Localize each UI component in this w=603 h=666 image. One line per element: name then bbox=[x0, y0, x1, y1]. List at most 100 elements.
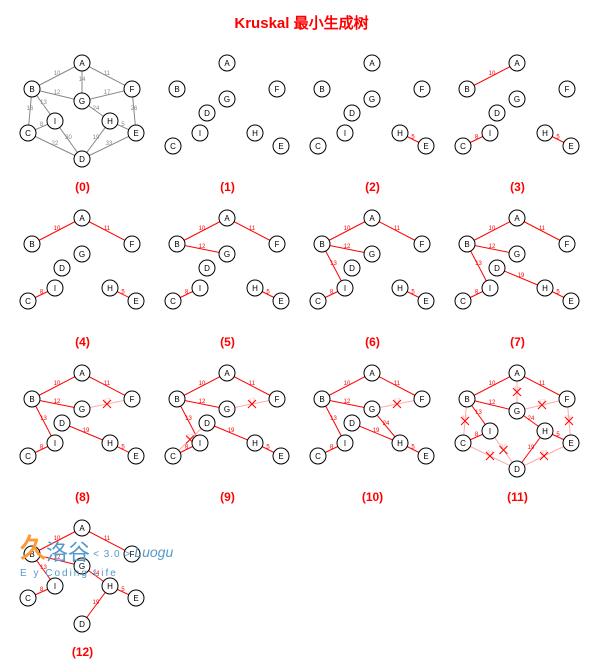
svg-text:10: 10 bbox=[489, 71, 496, 77]
svg-text:10: 10 bbox=[489, 226, 496, 232]
svg-text:I: I bbox=[344, 284, 346, 293]
panel-11: 5810111213192417143033262216ABFGIHCED(11… bbox=[445, 351, 590, 506]
svg-text:F: F bbox=[565, 85, 570, 94]
step-label: (4) bbox=[10, 335, 155, 349]
svg-text:B: B bbox=[464, 395, 469, 404]
svg-text:8: 8 bbox=[40, 122, 44, 128]
svg-text:E: E bbox=[423, 297, 428, 306]
svg-text:A: A bbox=[224, 214, 230, 223]
svg-text:D: D bbox=[59, 264, 65, 273]
svg-text:B: B bbox=[29, 85, 34, 94]
svg-text:I: I bbox=[489, 129, 491, 138]
svg-text:H: H bbox=[542, 129, 548, 138]
watermark: 久洛谷 < 3.0 > Luogu E y Coding Life bbox=[20, 533, 173, 580]
svg-text:12: 12 bbox=[199, 399, 206, 405]
svg-text:10: 10 bbox=[54, 226, 61, 232]
svg-text:E: E bbox=[278, 142, 283, 151]
svg-text:D: D bbox=[79, 620, 85, 629]
svg-text:F: F bbox=[275, 395, 280, 404]
svg-text:C: C bbox=[25, 594, 31, 603]
svg-text:5: 5 bbox=[121, 122, 125, 128]
svg-text:8: 8 bbox=[330, 445, 334, 451]
panel-10: 5810111213192417ABFGDIHCE(10) bbox=[300, 351, 445, 506]
svg-text:G: G bbox=[224, 250, 230, 259]
svg-text:11: 11 bbox=[104, 71, 111, 77]
panel-1: ABFGDIHCE(1) bbox=[155, 41, 300, 196]
svg-text:12: 12 bbox=[489, 400, 496, 406]
svg-text:12: 12 bbox=[344, 244, 351, 250]
svg-text:10: 10 bbox=[199, 226, 206, 232]
step-label: (3) bbox=[445, 180, 590, 194]
svg-text:19: 19 bbox=[528, 445, 535, 451]
svg-text:C: C bbox=[460, 439, 466, 448]
svg-text:D: D bbox=[204, 109, 210, 118]
svg-text:8: 8 bbox=[40, 587, 44, 593]
svg-text:B: B bbox=[319, 395, 324, 404]
svg-text:E: E bbox=[133, 297, 138, 306]
svg-text:24: 24 bbox=[383, 421, 390, 427]
svg-text:H: H bbox=[252, 129, 258, 138]
svg-text:10: 10 bbox=[54, 71, 61, 77]
svg-text:5: 5 bbox=[266, 445, 270, 451]
svg-text:19: 19 bbox=[83, 428, 90, 434]
svg-text:A: A bbox=[369, 59, 375, 68]
svg-text:B: B bbox=[174, 395, 179, 404]
svg-text:I: I bbox=[199, 284, 201, 293]
svg-text:5: 5 bbox=[411, 135, 415, 141]
svg-text:B: B bbox=[319, 240, 324, 249]
svg-text:G: G bbox=[224, 95, 230, 104]
svg-text:26: 26 bbox=[131, 106, 138, 112]
svg-text:C: C bbox=[25, 297, 31, 306]
svg-text:A: A bbox=[514, 369, 520, 378]
svg-text:F: F bbox=[420, 85, 425, 94]
svg-text:A: A bbox=[79, 59, 85, 68]
svg-text:11: 11 bbox=[539, 226, 546, 232]
svg-text:A: A bbox=[224, 59, 230, 68]
svg-text:H: H bbox=[107, 284, 113, 293]
svg-text:13: 13 bbox=[475, 261, 482, 267]
svg-text:H: H bbox=[397, 129, 403, 138]
svg-text:C: C bbox=[25, 129, 31, 138]
svg-text:B: B bbox=[174, 85, 179, 94]
svg-text:8: 8 bbox=[185, 290, 189, 296]
step-label: (12) bbox=[10, 645, 155, 659]
panel-2: 5ABFGDIHCE(2) bbox=[300, 41, 445, 196]
svg-text:F: F bbox=[275, 85, 280, 94]
panel-4: 581011ABFGDIHCE(4) bbox=[10, 196, 155, 351]
svg-text:13: 13 bbox=[185, 416, 192, 422]
panel-12: 58101112131924ABFGIHCED(12) bbox=[10, 506, 155, 661]
svg-text:F: F bbox=[565, 395, 570, 404]
svg-text:8: 8 bbox=[475, 135, 479, 141]
svg-text:B: B bbox=[464, 85, 469, 94]
svg-text:H: H bbox=[397, 284, 403, 293]
svg-text:C: C bbox=[315, 297, 321, 306]
svg-text:H: H bbox=[107, 117, 113, 126]
svg-text:C: C bbox=[460, 142, 466, 151]
svg-text:A: A bbox=[79, 214, 85, 223]
svg-text:13: 13 bbox=[40, 100, 47, 106]
svg-text:5: 5 bbox=[411, 445, 415, 451]
svg-text:13: 13 bbox=[475, 410, 482, 416]
svg-text:24: 24 bbox=[528, 416, 535, 422]
svg-text:C: C bbox=[460, 297, 466, 306]
svg-text:G: G bbox=[369, 405, 375, 414]
svg-text:G: G bbox=[79, 405, 85, 414]
panel-5: 58101112ABFGDIHCE(5) bbox=[155, 196, 300, 351]
svg-text:B: B bbox=[174, 240, 179, 249]
svg-text:H: H bbox=[107, 439, 113, 448]
svg-text:D: D bbox=[204, 419, 210, 428]
svg-text:H: H bbox=[252, 284, 258, 293]
panel-3: 5810ABFGDIHCE(3) bbox=[445, 41, 590, 196]
svg-text:H: H bbox=[107, 582, 113, 591]
svg-text:D: D bbox=[349, 419, 355, 428]
svg-text:C: C bbox=[170, 142, 176, 151]
svg-text:H: H bbox=[542, 284, 548, 293]
svg-text:22: 22 bbox=[52, 141, 59, 147]
svg-text:11: 11 bbox=[104, 381, 111, 387]
svg-text:E: E bbox=[568, 439, 573, 448]
svg-text:G: G bbox=[369, 250, 375, 259]
svg-text:5: 5 bbox=[121, 587, 125, 593]
svg-text:12: 12 bbox=[199, 244, 206, 250]
svg-text:E: E bbox=[133, 452, 138, 461]
svg-text:11: 11 bbox=[539, 381, 546, 387]
